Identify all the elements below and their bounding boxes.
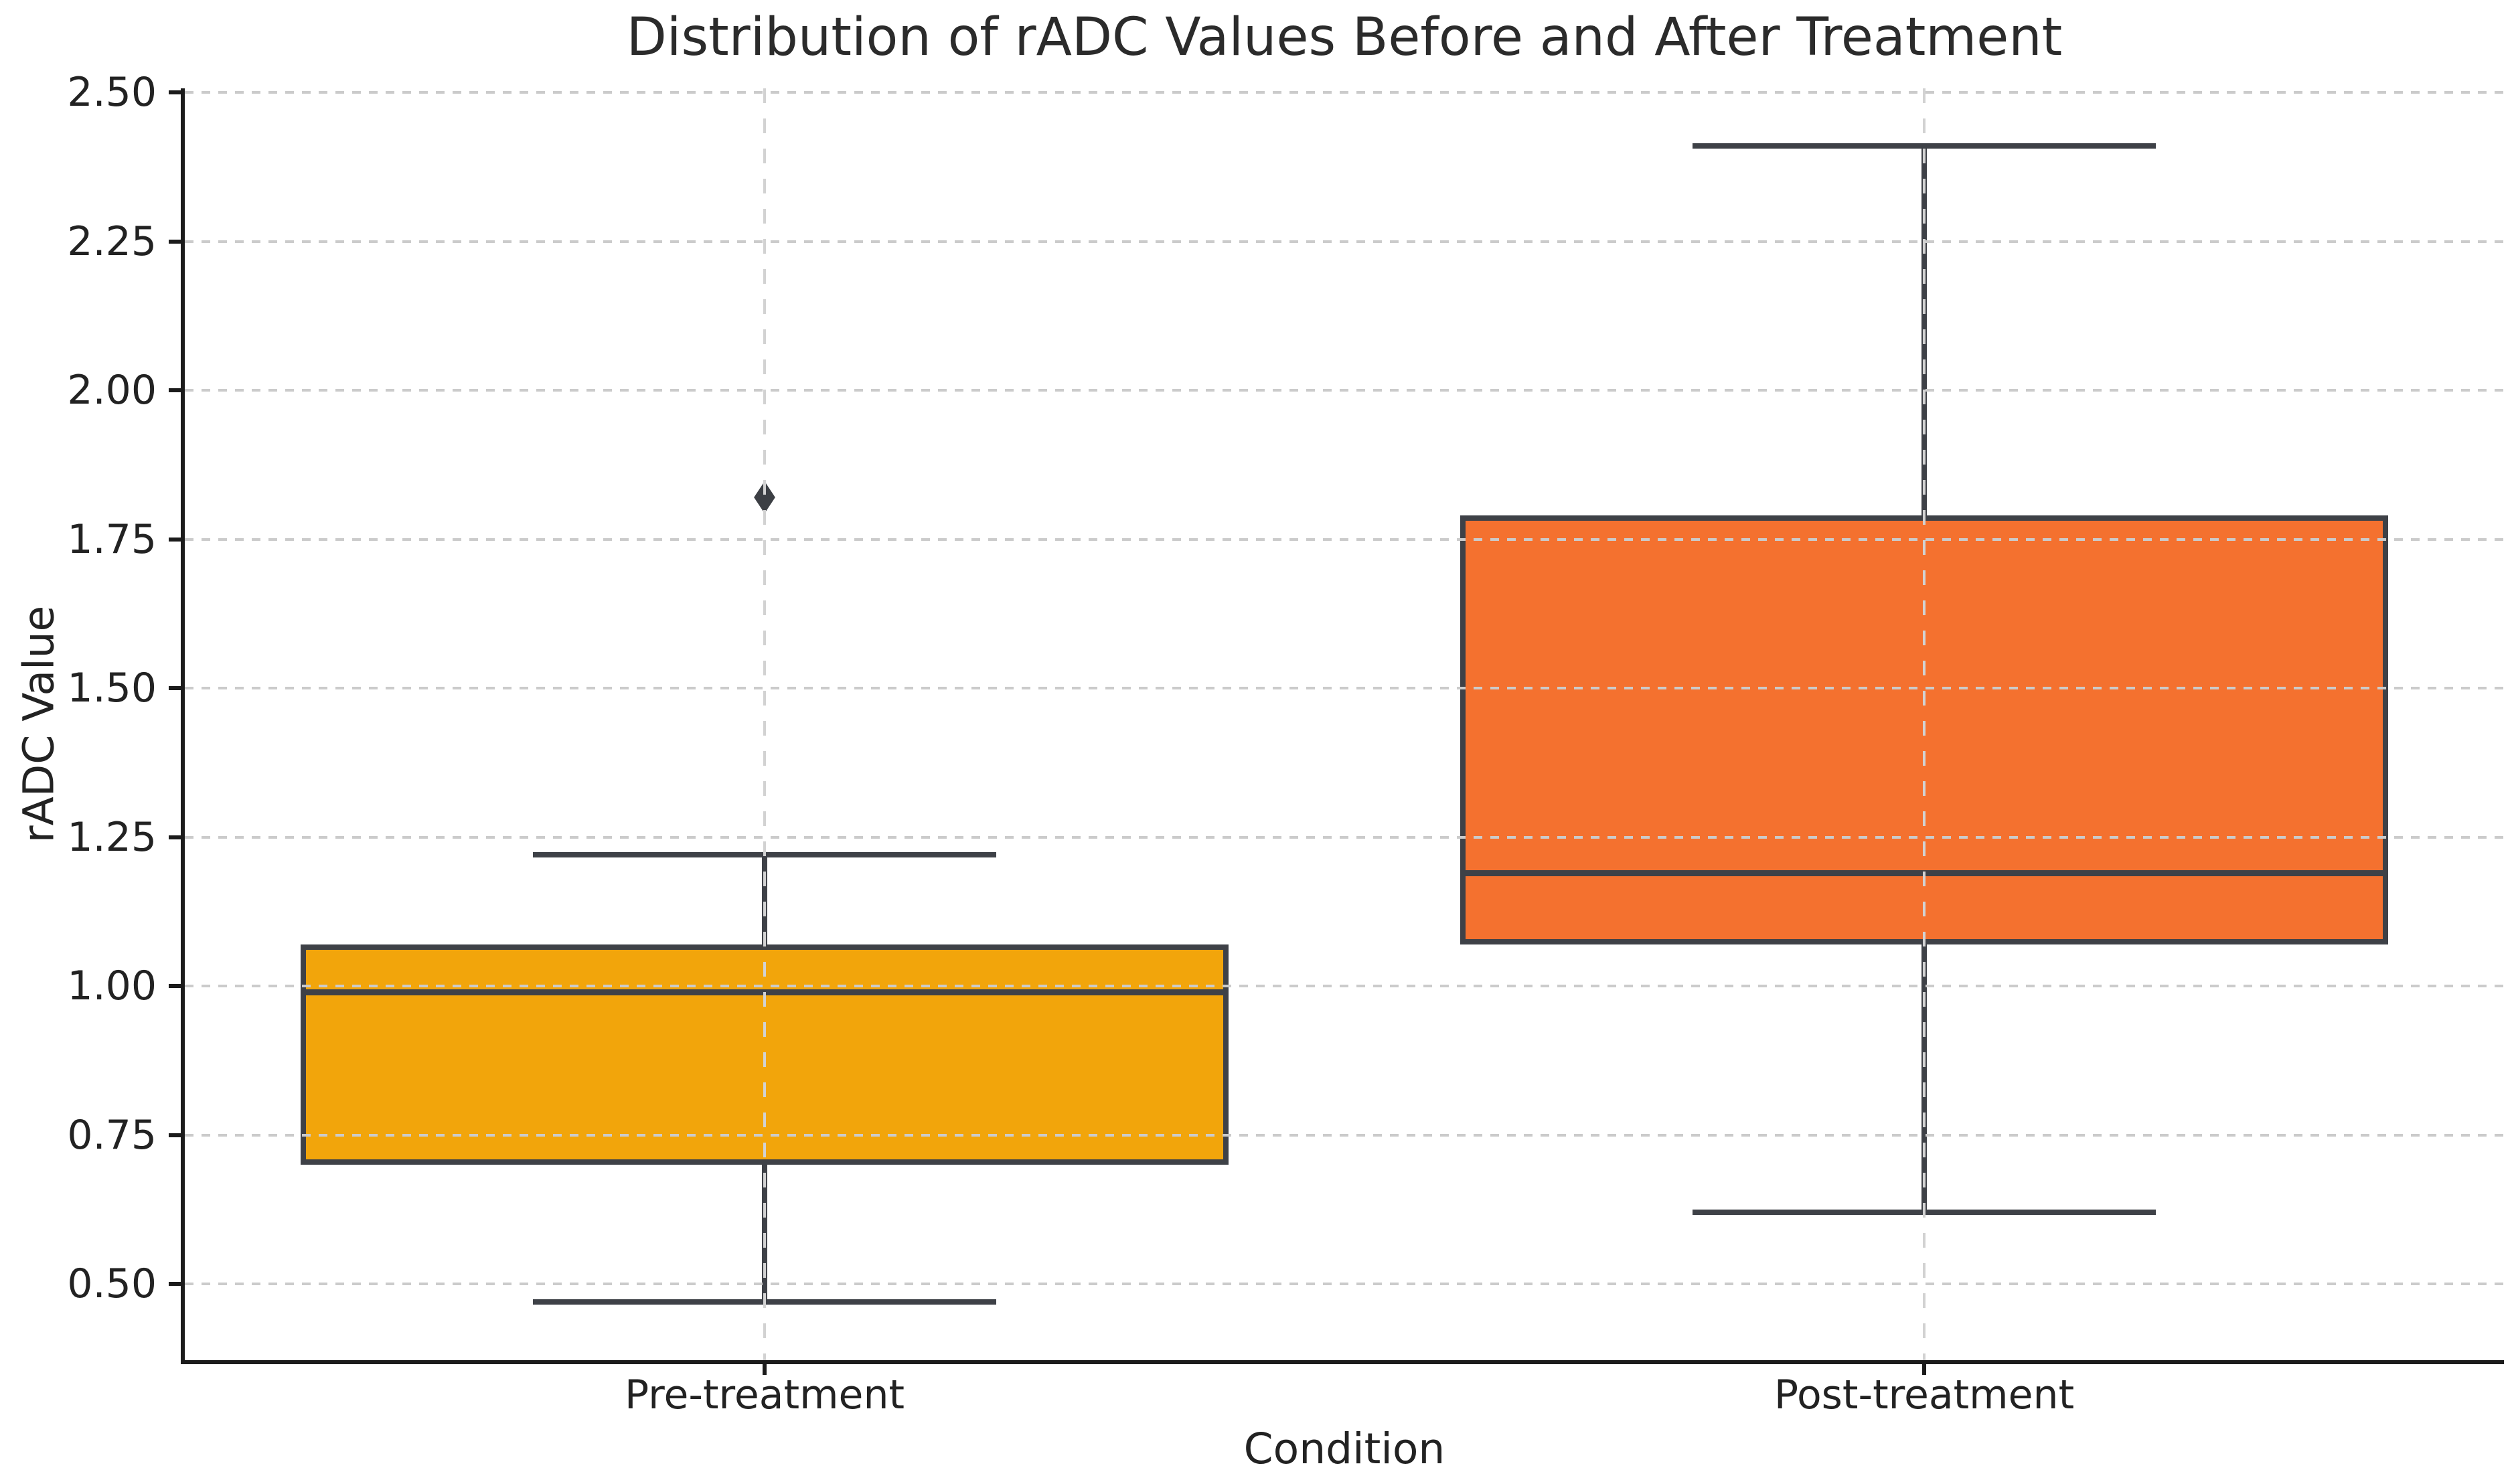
- ytick-label-1.00: 1.00: [67, 963, 157, 1010]
- ytick-mark-0.75: [169, 1133, 181, 1137]
- ytick-label-0.75: 0.75: [67, 1111, 157, 1159]
- ytick-label-1.25: 1.25: [67, 813, 157, 861]
- ytick-label-1.75: 1.75: [67, 515, 157, 563]
- xtick-label-pre-treatment: Pre-treatment: [624, 1372, 905, 1418]
- ytick-mark-1.75: [169, 537, 181, 542]
- ytick-mark-1.25: [169, 835, 181, 839]
- x-axis-label: Condition: [1243, 1424, 1445, 1473]
- plot-area: 2.50 2.25 2.00 1.75 1.50 1.25 1.00 0.75 0.50 Pre-…: [67, 72, 2504, 1418]
- ytick-label-1.50: 1.50: [67, 665, 157, 712]
- x-axis-spine: [181, 1360, 2504, 1364]
- axis-ticks-layer: 2.50 2.25 2.00 1.75 1.50 1.25 1.00 0.75 0.50 Pre-…: [67, 72, 2504, 1418]
- ytick-mark-2.50: [169, 90, 181, 95]
- ytick-mark-0.50: [169, 1282, 181, 1287]
- xtick-mark-post-treatment: [1922, 1364, 1926, 1375]
- xtick-label-post-treatment: Post-treatment: [1774, 1372, 2075, 1418]
- xtick-mark-pre-treatment: [763, 1364, 767, 1375]
- ytick-mark-2.25: [169, 239, 181, 244]
- ytick-label-2.00: 2.00: [67, 367, 157, 414]
- ytick-label-2.50: 2.50: [67, 69, 157, 116]
- y-axis-spine: [181, 88, 185, 1360]
- ytick-label-2.25: 2.25: [67, 218, 157, 265]
- ytick-mark-1.50: [169, 686, 181, 691]
- chart-title: Distribution of rADC Values Before and A…: [626, 7, 2063, 68]
- ytick-mark-1.00: [169, 984, 181, 989]
- ytick-mark-2.00: [169, 388, 181, 393]
- ytick-label-0.50: 0.50: [67, 1260, 157, 1308]
- y-axis-label: rADC Value: [14, 605, 64, 843]
